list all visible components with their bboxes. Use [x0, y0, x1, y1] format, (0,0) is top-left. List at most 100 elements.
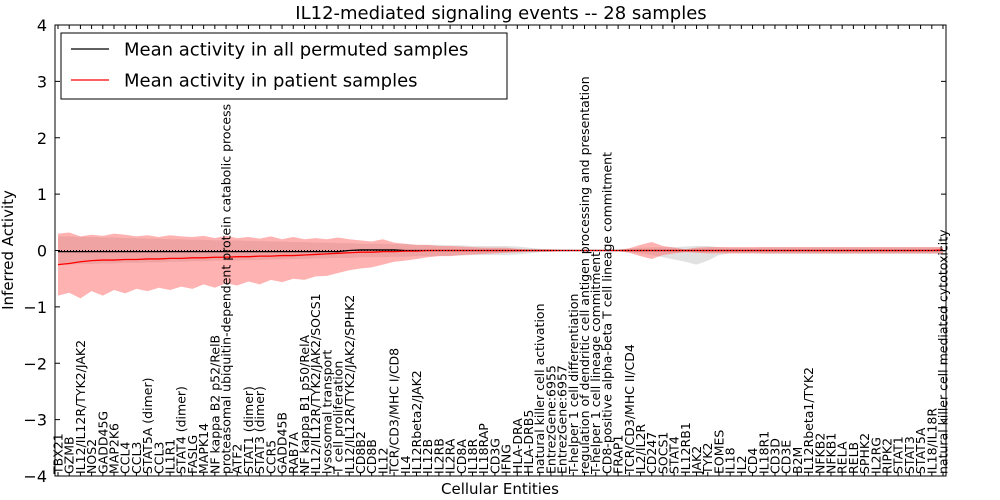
category-label: IL2 [734, 455, 749, 474]
y-tick-label: 3 [37, 72, 47, 91]
category-label: CD8B2 [353, 431, 368, 474]
y-tick-label: −4 [23, 467, 47, 486]
category-label: IL12Rbeta2/JAK2 [409, 370, 424, 474]
category-label: IL1R1 [163, 439, 178, 474]
category-label: IL12B [420, 439, 435, 474]
legend-label-permuted: Mean activity in all permuted samples [124, 40, 468, 61]
category-label: STAT3 [902, 436, 917, 474]
category-label: STAT1 [891, 436, 906, 474]
category-label: EOMES [711, 430, 726, 474]
category-label: JAK2 [689, 446, 704, 475]
category-label: TYK2 [700, 443, 715, 475]
legend-label-patient: Mean activity in patient samples [124, 71, 418, 92]
y-tick-label: −3 [23, 411, 47, 430]
category-label: SPHK2 [857, 433, 872, 474]
category-label: T cell proliferation [331, 361, 346, 475]
y-tick-label: −1 [23, 298, 47, 317]
category-label: ATF2 [230, 444, 245, 474]
category-label: NF kappa B2 p52/RelB [207, 335, 222, 474]
category-label: CCL4 [118, 442, 133, 474]
category-label: proteasomal ubiquitin-dependent protein … [219, 104, 234, 474]
category-label: IL2RA [443, 438, 458, 474]
category-label: T-helper 1 cell differentiation [566, 294, 581, 475]
y-tick-label: 4 [37, 16, 47, 35]
y-ticks: 4 3 2 1 0 −1 −2 −3 −4 [23, 16, 946, 486]
category-label: B2M [790, 447, 805, 474]
category-label: IL18 [723, 447, 738, 474]
category-label: IL12/IL12R/TYK2/JAK2/SPHK2 [342, 295, 357, 474]
category-label: TBX21 [51, 433, 66, 475]
category-label: CD8B [364, 439, 379, 474]
category-label: IL18RAP [476, 423, 491, 474]
category-label: RELB [846, 442, 861, 474]
category-label: IL4 [398, 455, 413, 474]
category-label: CD8A [454, 439, 469, 474]
category-label: STAT1 (dimer) [241, 386, 256, 474]
patient-band [58, 232, 943, 299]
category-label: STAT4 (dimer) [174, 386, 189, 474]
category-label: GADD45G [95, 411, 110, 474]
category-label: STAT5A (dimer) [140, 378, 155, 474]
y-tick-label: 0 [37, 242, 47, 261]
category-label: IL2RG [868, 437, 883, 474]
category-label: CD3E [779, 440, 794, 474]
y-tick-label: 2 [37, 129, 47, 148]
category-label: TCR/CD3/MHC II/CD4 [622, 344, 637, 475]
category-label: NFKB1 [823, 433, 838, 474]
category-label: CD8-positive alpha-beta T cell lineage c… [599, 152, 614, 474]
category-label: IL18/IL18R [924, 408, 939, 474]
category-label: CD3D [767, 438, 782, 474]
category-label: NOS2 [84, 439, 99, 474]
category-label: IL18R [465, 438, 480, 474]
category-label: T-helper 1 cell lineage commitment [588, 252, 603, 475]
category-label: CD247 [644, 432, 659, 474]
category-label: STAT5A [913, 427, 928, 474]
chart-title: IL12-mediated signaling events -- 28 sam… [295, 3, 706, 24]
category-label: GZMB [62, 436, 77, 474]
y-axis-label: Inferred Activity [0, 190, 17, 310]
category-label: IL12 [375, 447, 390, 474]
category-label: IL12Rbeta1/TYK2 [801, 367, 816, 474]
plot-frame [54, 24, 947, 477]
category-label: CD3G [487, 438, 502, 474]
category-label: CD4 [745, 448, 760, 474]
category-label: IL12RB1 [678, 422, 693, 474]
series-lines [57, 249, 944, 266]
category-label: regulation of dendritic cell antigen pro… [577, 76, 592, 474]
category-label: NFKB2 [812, 433, 827, 474]
legend: Mean activity in all permuted samples Me… [60, 32, 508, 100]
x-axis-label: Cellular Entities [441, 480, 559, 498]
category-label: STAT3 (dimer) [252, 386, 267, 474]
category-label: HLA-DRA [510, 418, 525, 474]
category-label: RELA [835, 441, 850, 474]
category-label: TCR/CD3/MHC I/CD8 [387, 348, 402, 475]
category-label: RAB7A [286, 432, 301, 474]
confidence-bands [58, 232, 943, 299]
category-label: IL18R1 [756, 431, 771, 474]
category-label: STAT4 [667, 436, 682, 474]
legend-box [60, 32, 508, 100]
category-label: HLA-DRB5 [521, 410, 536, 474]
category-label: RIPK2 [879, 438, 894, 474]
category-label: EntrezGene:6955 [543, 365, 558, 474]
category-label: IL2/IL2R [633, 424, 648, 474]
category-label: MAP2K6 [107, 423, 122, 474]
category-label: CCL3 [129, 442, 144, 474]
category-label: GADD45B [275, 412, 290, 474]
category-label: CCL3 [151, 442, 166, 474]
category-label: IL12/IL12R/TYK2/JAK2 [73, 340, 88, 474]
category-label: IFNG [499, 444, 514, 474]
patient-mean-line [57, 249, 944, 266]
category-label: SOCS1 [655, 432, 670, 474]
category-label: FRAP1 [611, 435, 626, 474]
category-labels: TBX21GZMBIL12/IL12R/TYK2/JAK2NOS2GADD45G… [51, 25, 951, 476]
category-label: EntrezGene:6957 [555, 365, 570, 474]
category-label: MAPK14 [196, 423, 211, 474]
category-label: natural killer cell activation [532, 303, 547, 474]
y-tick-label: 1 [37, 185, 47, 204]
category-label: natural killer cell mediated cytotoxicit… [936, 229, 951, 474]
category-label: IL2RB [431, 438, 446, 474]
category-label: lysosomal transport [319, 350, 334, 474]
category-label: NF kappa B1 p50/RelA [297, 334, 312, 474]
